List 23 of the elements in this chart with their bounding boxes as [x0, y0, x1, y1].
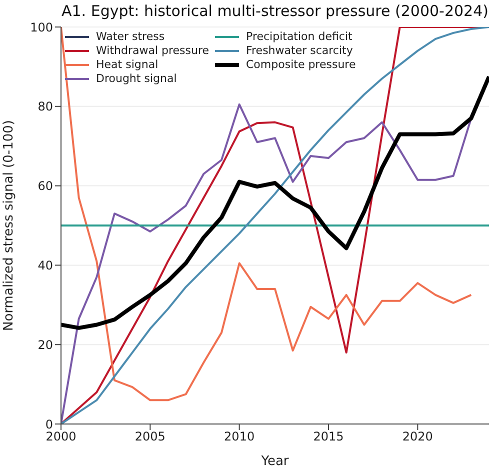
y-tick-label: 20 — [38, 338, 53, 352]
legend-label: Water stress — [96, 30, 165, 43]
legend-label: Precipitation deficit — [246, 30, 352, 43]
y-tick-label: 40 — [38, 258, 53, 272]
x-tick-label: 2015 — [313, 430, 344, 444]
y-tick-label: 100 — [30, 20, 53, 34]
legend-label: Drought signal — [96, 72, 177, 85]
x-tick-label: 2010 — [224, 430, 255, 444]
y-tick-label: 60 — [38, 179, 53, 194]
legend-label: Freshwater scarcity — [246, 44, 353, 57]
line-series — [61, 103, 472, 424]
y-tick-label: 0 — [45, 417, 53, 432]
legend-label: Withdrawal pressure — [96, 44, 210, 57]
x-tick-label: 2000 — [46, 430, 76, 444]
y-axis-title: Normalized stress signal (0-100) — [2, 120, 17, 331]
y-tick-label: 80 — [38, 100, 53, 114]
x-tick-label: 2020 — [402, 430, 433, 444]
line-series — [61, 74, 489, 330]
x-tick-label: 2005 — [134, 430, 166, 444]
legend-label: Heat signal — [96, 58, 158, 71]
legend-label: Composite pressure — [246, 58, 356, 71]
chart-title: A1. Egypt: historical multi-stressor pressure (2000-2024) — [61, 2, 489, 20]
x-axis-title: Year — [260, 454, 290, 467]
